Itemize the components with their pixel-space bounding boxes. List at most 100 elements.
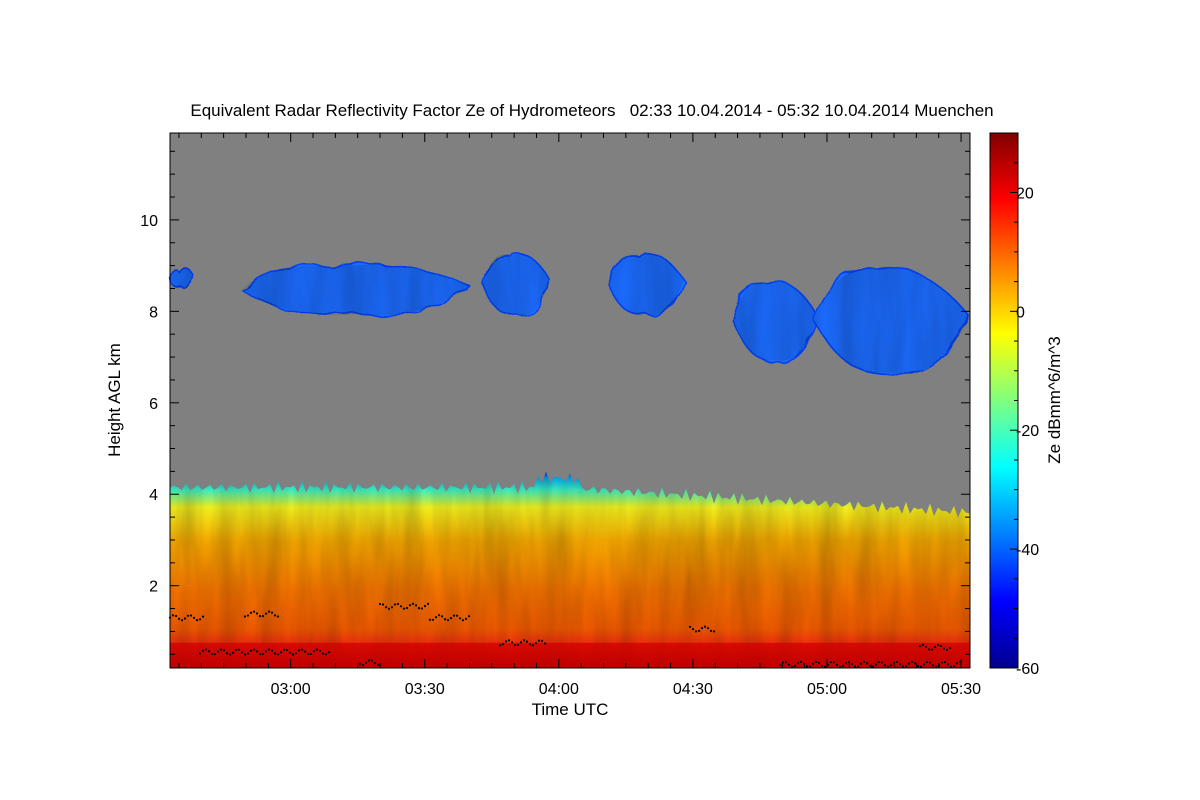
cloud-base-dot	[787, 663, 791, 666]
upper-cloud-texture	[241, 264, 470, 316]
cloud-base-dot	[276, 653, 280, 656]
cloud-base-dot	[501, 643, 505, 646]
cloud-base-dot	[916, 665, 920, 668]
cloud-base-dot	[799, 660, 803, 664]
cloud-base-dot	[455, 614, 459, 617]
colorbar-tick-label: 0	[1016, 304, 1025, 321]
cloud-base-dot	[919, 665, 923, 668]
cloud-base-dot	[390, 606, 394, 609]
cloud-base-dot	[939, 644, 943, 648]
cloud-base-dot	[204, 648, 208, 651]
cloud-base-dot	[464, 617, 468, 621]
cloud-base-dot	[361, 663, 365, 667]
cloud-base-dot	[219, 648, 223, 651]
cloud-base-dot	[534, 642, 538, 645]
cloud-base-dot	[808, 665, 812, 668]
cloud-base-dot	[408, 604, 412, 607]
cloud-base-dot	[225, 652, 229, 655]
cloud-base-dot	[177, 617, 181, 620]
cloud-base-dot	[461, 619, 465, 622]
cloud-base-dot	[376, 663, 380, 667]
x-tick-label: 03:00	[271, 681, 311, 698]
cloud-base-dot	[437, 614, 441, 617]
cloud-base-dot	[904, 665, 908, 668]
cloud-base-dot	[240, 651, 244, 654]
cloud-base-dot	[189, 614, 193, 617]
cloud-base-dot	[291, 653, 295, 656]
cloud-base-dot	[706, 627, 710, 630]
cloud-base-dot	[231, 651, 235, 654]
cloud-base-dot	[513, 643, 517, 647]
y-tick-label: 4	[149, 487, 158, 504]
cloud-base-dot	[955, 662, 959, 665]
cloud-base-dot	[370, 659, 374, 662]
cloud-base-dot	[712, 630, 716, 633]
colorbar-tick-label: -40	[1016, 542, 1039, 559]
cloud-base-dot	[198, 618, 202, 621]
cloud-base-dot	[781, 661, 785, 664]
cloud-base-dot	[829, 661, 833, 664]
x-tick-label: 05:00	[807, 681, 847, 698]
cloud-base-dot	[297, 649, 301, 652]
cloud-base-dot	[399, 605, 403, 608]
cloud-base-dot	[364, 661, 368, 665]
cloud-base-dot	[528, 643, 532, 646]
cloud-base-dot	[700, 627, 704, 630]
cloud-base-dot	[393, 603, 397, 606]
cloud-base-dot	[694, 630, 698, 633]
cloud-base-dot	[543, 642, 547, 645]
cloud-base-dot	[423, 605, 427, 608]
cloud-base-dot	[327, 651, 331, 654]
cloud-base-dot	[237, 648, 241, 651]
cloud-base-dot	[796, 661, 800, 665]
cloud-base-dot	[924, 645, 928, 648]
cloud-base-dot	[207, 650, 211, 653]
cloud-base-dot	[889, 664, 893, 667]
cloud-base-dot	[420, 607, 424, 610]
cloud-base-dot	[255, 612, 259, 615]
cloud-base-dot	[847, 660, 851, 664]
cloud-base-dot	[318, 649, 322, 652]
cloud-base-dot	[288, 651, 292, 654]
cloud-base-dot	[195, 619, 199, 622]
cloud-base-dot	[426, 602, 430, 606]
cloud-base-dot	[417, 607, 421, 610]
cloud-base-dot	[922, 663, 926, 666]
colorbar-tick-label: 20	[1016, 185, 1034, 202]
cloud-base-dot	[387, 607, 391, 610]
cloud-base-dot	[516, 643, 520, 647]
cloud-base-dot	[171, 614, 175, 617]
cloud-base-dot	[246, 614, 250, 617]
cloud-base-dot	[949, 665, 953, 668]
cloud-base-dot	[835, 663, 839, 667]
upper-cloud-texture	[813, 268, 970, 375]
cloud-base-dot	[934, 665, 938, 668]
cloud-base-dot	[933, 646, 937, 649]
cloud-base-dot	[276, 615, 280, 618]
cloud-base-dot	[940, 661, 944, 664]
cloud-base-dot	[892, 661, 896, 664]
cloud-base-dot	[252, 648, 256, 651]
cloud-base-dot	[907, 662, 911, 665]
cloud-base-dot	[264, 612, 268, 615]
cloud-base-dot	[507, 639, 511, 642]
cloud-base-dot	[210, 652, 214, 656]
cloud-base-dot	[258, 653, 262, 656]
cloud-base-dot	[709, 629, 713, 633]
cloud-base-dot	[183, 617, 187, 620]
cloud-base-dot	[865, 662, 869, 665]
cloud-base-dot	[396, 602, 400, 606]
cloud-base-dot	[510, 641, 514, 644]
cloud-base-dot	[252, 610, 256, 613]
cloud-base-dot	[537, 639, 541, 642]
x-axis-label: Time UTC	[532, 700, 609, 719]
boundary-layer-texture	[170, 471, 970, 668]
cloud-base-dot	[838, 665, 842, 668]
cloud-base-dot	[880, 661, 884, 664]
cloud-base-dot	[540, 639, 544, 643]
cloud-base-dot	[449, 617, 453, 620]
cloud-base-dot	[452, 614, 456, 617]
cloud-base-dot	[309, 652, 313, 656]
cloud-base-dot	[282, 648, 286, 652]
